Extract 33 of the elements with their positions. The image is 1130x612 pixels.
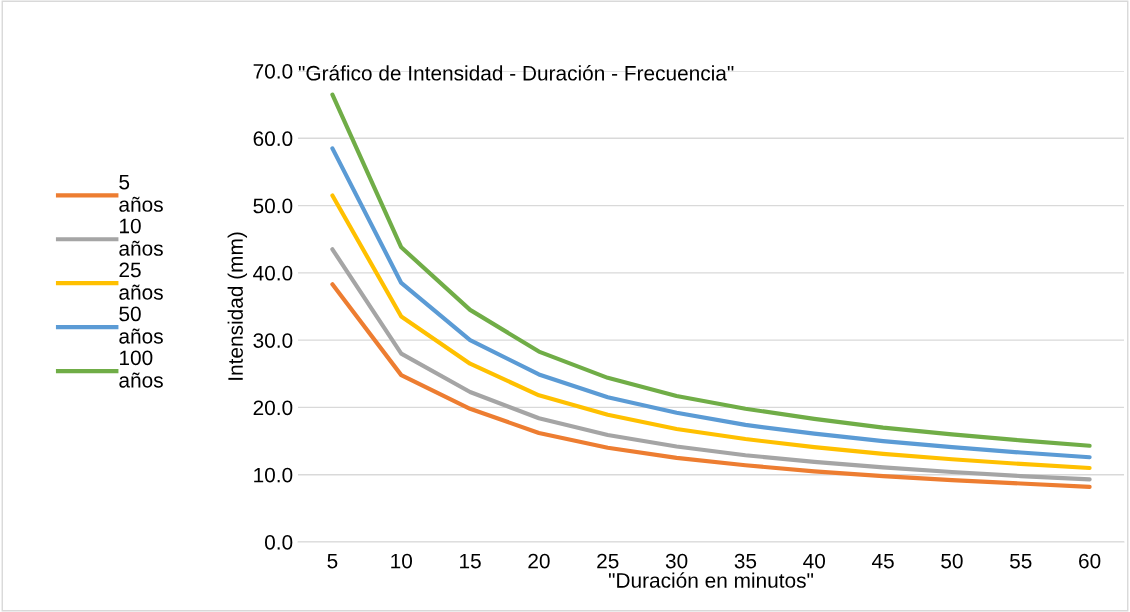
x-tick-label: 10 — [391, 553, 413, 569]
y-tick-label: 30.0 — [253, 333, 293, 348]
y-tick-label: 20.0 — [253, 400, 293, 416]
y-axis-title: Intensidad (mm) — [227, 232, 248, 380]
x-tick-label: 15 — [460, 553, 481, 569]
legend-label: 50 años — [119, 306, 163, 344]
y-tick-label: 0.0 — [264, 535, 293, 550]
x-tick-label: 25 — [597, 553, 619, 569]
line-series — [330, 92, 1092, 448]
y-tick-label: 40.0 — [253, 265, 293, 281]
line-series — [330, 282, 1092, 489]
x-tick-label: 55 — [1010, 553, 1032, 569]
x-tick-label: 50 — [941, 553, 963, 569]
legend-label: 100 años — [119, 350, 163, 388]
line-series — [330, 146, 1092, 460]
x-tick-label: 20 — [528, 553, 550, 569]
x-tick-label: 30 — [665, 553, 688, 569]
chart-title: "Gráfico de Intensidad - Duración - Frecuencia" — [298, 65, 734, 81]
y-tick-label: 60.0 — [253, 131, 293, 147]
line-series — [330, 247, 1092, 482]
x-tick-label: 5 — [327, 553, 338, 569]
legend-label: 10 años — [119, 218, 163, 256]
legend-label: 5 años — [119, 174, 163, 212]
y-tick-label: 50.0 — [253, 198, 293, 214]
legend-label: 25 años — [119, 262, 163, 300]
y-tick-label: 10.0 — [254, 467, 293, 483]
x-tick-label: 40 — [803, 553, 826, 569]
line-series — [330, 193, 1092, 471]
x-tick-label: 35 — [734, 553, 757, 569]
y-tick-label: 70.0 — [253, 64, 293, 79]
x-tick-label: 45 — [871, 553, 894, 569]
x-axis-title: "Duración en minutos" — [608, 572, 814, 588]
x-tick-label: 60 — [1079, 553, 1101, 569]
